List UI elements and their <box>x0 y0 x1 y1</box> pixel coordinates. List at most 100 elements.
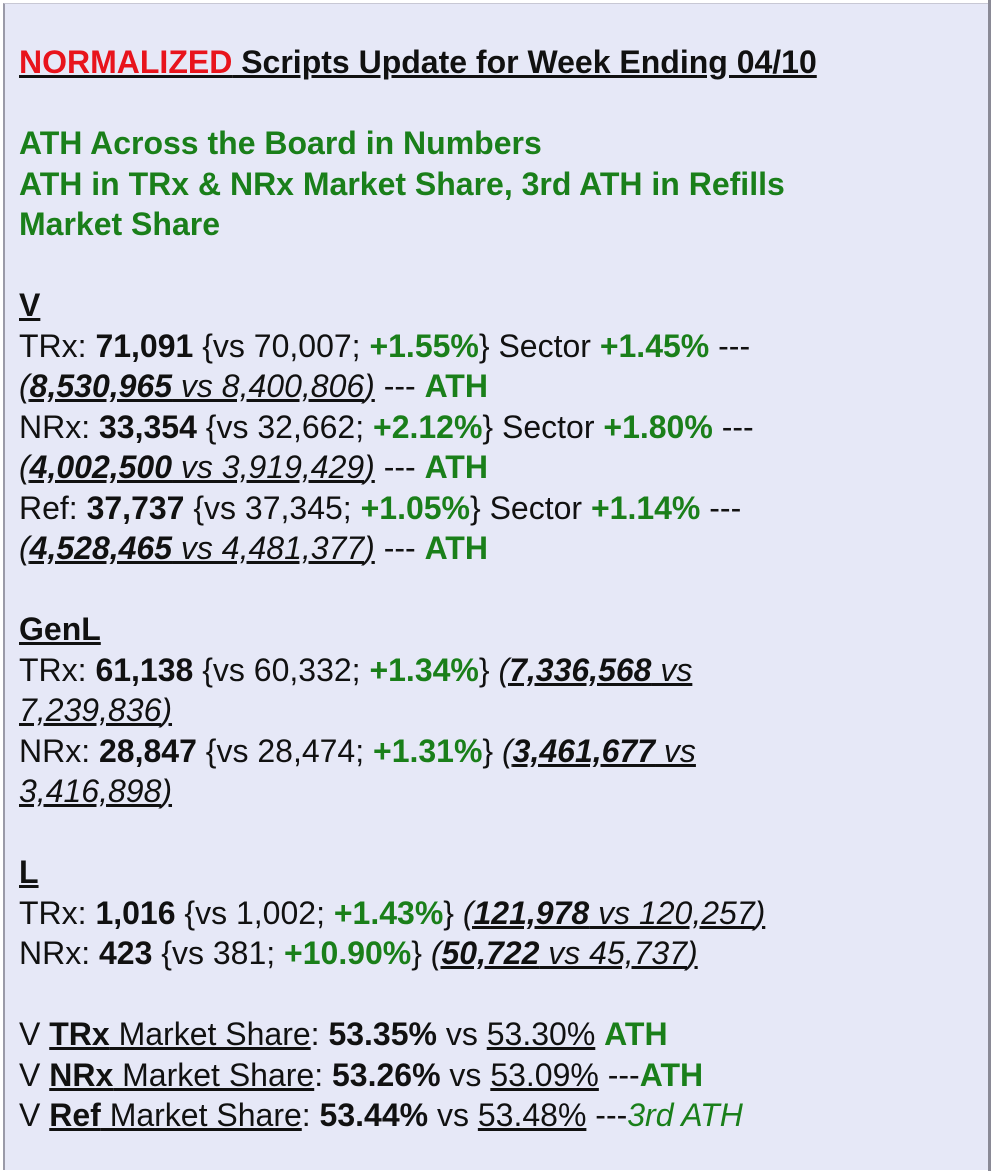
metric-value: 1,016 <box>95 894 176 931</box>
ath-badge: ATH <box>639 1056 704 1093</box>
pct-change: +1.31% <box>373 732 483 769</box>
metric-value: 61,138 <box>95 651 194 688</box>
cumulative-prior: 7,239,836) <box>19 692 173 728</box>
metric-label: NRx: <box>19 408 99 445</box>
genl-nrx-cumulative-line: 3,416,898) <box>19 771 979 812</box>
cumulative: (7,336,568 vs <box>498 651 693 688</box>
headline-3: Market Share <box>19 206 220 242</box>
cumulative-prior: 3,416,898) <box>19 773 173 809</box>
ath-badge: ATH <box>604 1016 668 1052</box>
brace-close: } <box>478 651 499 688</box>
pct-change: +2.12% <box>373 408 483 445</box>
metric-label: Ref: <box>19 489 87 526</box>
cumulative-prior: vs 3,919,429 <box>172 449 365 485</box>
third-ath-badge: 3rd ATH <box>627 1097 743 1133</box>
spacer <box>19 812 979 853</box>
vs-text: {vs 28,474; <box>196 732 373 769</box>
document-body: NORMALIZED Scripts Update for Week Endin… <box>19 42 979 1136</box>
title-normalized: NORMALIZED <box>19 44 233 80</box>
metric-value: 71,091 <box>95 327 194 364</box>
market-share-ref: V Ref Market Share: 53.44% vs 53.48% ---… <box>19 1097 743 1133</box>
cumulative-prior: vs 120,257 <box>589 894 755 931</box>
metric-value: 37,737 <box>86 489 185 526</box>
sector-pct: +1.45% <box>599 327 710 364</box>
cumulative-current: 3,461,677 <box>512 732 656 769</box>
metric-value: 33,354 <box>99 408 197 445</box>
sector-label: } Sector <box>478 327 600 364</box>
metric-label: NRx: <box>19 935 99 971</box>
pct-change: +1.34% <box>369 651 479 688</box>
section-heading-l: L <box>19 854 39 890</box>
brace-close: } <box>443 894 463 931</box>
cumulative: (4,002,500 vs 3,919,429) <box>19 449 375 485</box>
cumulative: (121,978 vs 120,257) <box>462 894 766 931</box>
cumulative-prior: vs 8,400,806 <box>172 368 365 404</box>
pct-change: +10.90% <box>284 935 412 971</box>
ath-badge: ATH <box>424 449 488 485</box>
v-ref-cumulative-line: (4,528,465 vs 4,481,377) --- ATH <box>19 528 979 569</box>
document-panel <box>3 3 989 1170</box>
dash: --- <box>712 408 754 445</box>
sector-label: } Sector <box>482 408 604 445</box>
pct-change: +1.55% <box>369 327 479 364</box>
cumulative: (4,528,465 vs 4,481,377) <box>19 530 375 566</box>
separator: --- <box>374 368 425 404</box>
headline-2: ATH in TRx & NRx Market Share, 3rd ATH i… <box>19 165 785 202</box>
ath-badge: ATH <box>424 368 488 404</box>
right-border <box>988 0 991 1171</box>
metric-label: TRx: <box>19 651 96 688</box>
sector-pct: +1.14% <box>590 489 701 526</box>
l-trx-line: TRx: 1,016 {vs 1,002; +1.43%} (121,978 v… <box>19 893 979 934</box>
metric-label: TRx: <box>19 327 96 364</box>
v-trx-cumulative-line: (8,530,965 vs 8,400,806) --- ATH <box>19 366 979 407</box>
v-ref-line: Ref: 37,737 {vs 37,345; +1.05%} Sector +… <box>19 488 979 529</box>
section-heading-v: V <box>19 287 41 323</box>
section-heading-genl: GenL <box>19 611 101 647</box>
metric-value: 28,847 <box>99 732 197 769</box>
pct-change: +1.05% <box>360 489 470 526</box>
genl-nrx-line: NRx: 28,847 {vs 28,474; +1.31%} (3,461,6… <box>19 731 979 772</box>
spacer <box>19 83 979 124</box>
v-trx-line: TRx: 71,091 {vs 70,007; +1.55%} Sector +… <box>19 326 979 367</box>
market-share-prior: 53.48% <box>477 1097 587 1133</box>
cumulative-current: 4,002,500 <box>29 449 173 485</box>
cumulative-current: 50,722 <box>441 935 540 971</box>
sector-label: } Sector <box>470 489 591 526</box>
market-share-label: Ref Market Share <box>49 1097 302 1133</box>
market-share-value: 53.26% <box>332 1056 441 1093</box>
cumulative-current: 121,978 <box>473 894 590 931</box>
l-nrx-line: NRx: 423 {vs 381; +10.90%} (50,722 vs 45… <box>19 933 979 974</box>
spacer <box>19 974 979 1015</box>
market-share-label: NRx Market Share <box>49 1056 315 1093</box>
v-nrx-line: NRx: 33,354 {vs 32,662; +2.12%} Sector +… <box>19 407 979 448</box>
cumulative: (50,722 vs 45,737) <box>430 935 698 971</box>
market-share-label: TRx Market Share <box>49 1016 311 1052</box>
cumulative-current: 7,336,568 <box>509 651 652 688</box>
market-share-prior: 53.30% <box>486 1016 596 1052</box>
vs-text: {vs 70,007; <box>193 327 370 364</box>
pct-change: +1.43% <box>333 894 444 931</box>
cumulative-current: 4,528,465 <box>29 530 173 566</box>
separator: --- <box>374 530 425 566</box>
market-share-nrx: V NRx Market Share: 53.26% vs 53.09% ---… <box>19 1056 704 1093</box>
vs-text: {vs 1,002; <box>175 894 334 931</box>
market-share-value: 53.35% <box>328 1016 437 1052</box>
page-title: NORMALIZED Scripts Update for Week Endin… <box>19 42 979 83</box>
metric-label: TRx: <box>19 894 96 931</box>
market-share-trx: V TRx Market Share: 53.35% vs 53.30% ATH <box>19 1016 668 1052</box>
cumulative-prior: vs 45,737 <box>539 935 688 971</box>
brace-close: } <box>482 732 502 769</box>
dash: --- <box>709 327 751 364</box>
brace-close: } <box>411 935 431 971</box>
cumulative-prior: vs 4,481,377 <box>172 530 365 566</box>
v-nrx-cumulative-line: (4,002,500 vs 3,919,429) --- ATH <box>19 447 979 488</box>
cumulative: (3,461,677 vs <box>502 732 696 769</box>
vs-text: {vs 37,345; <box>184 489 361 526</box>
metric-value: 423 <box>99 935 153 971</box>
dash: --- <box>700 489 742 526</box>
separator: --- <box>374 449 425 485</box>
vs-text: {vs 381; <box>152 935 285 971</box>
market-share-value: 53.44% <box>319 1097 429 1133</box>
vs-text: {vs 60,332; <box>193 651 370 688</box>
title-rest: Scripts Update for Week Ending 04/10 <box>232 44 817 80</box>
